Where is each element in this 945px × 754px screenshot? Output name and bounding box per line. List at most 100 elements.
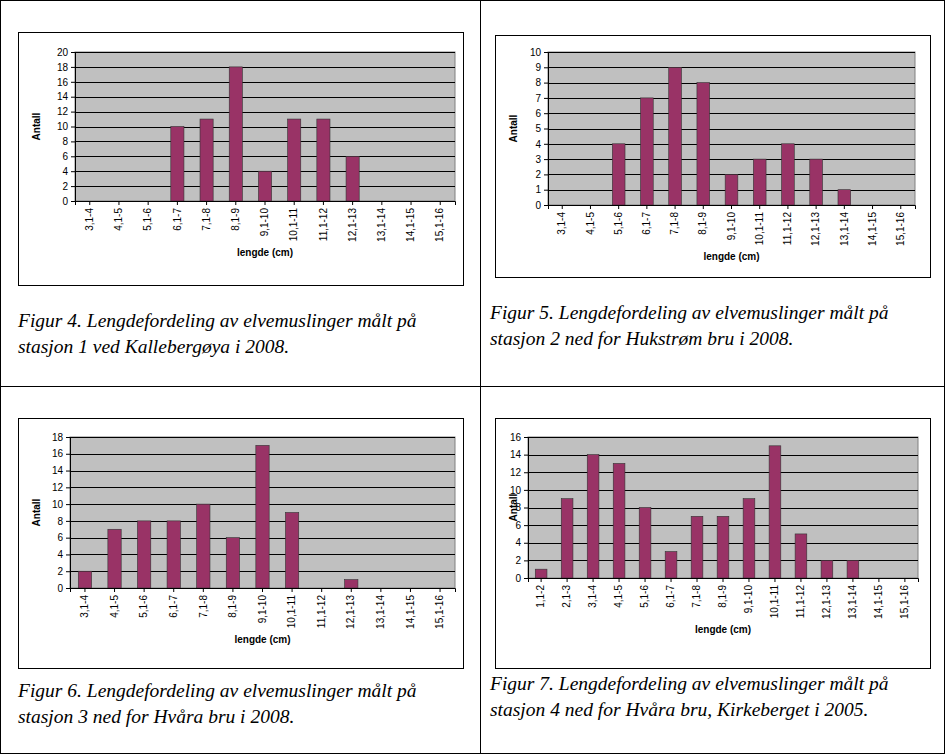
tick-label: 0	[535, 200, 541, 211]
y-tick: 18	[52, 432, 70, 443]
y-tick: 5	[535, 123, 548, 134]
tick-label: 8,1-9	[697, 212, 708, 235]
tick-label: 14,1-15	[405, 208, 416, 242]
tick-label: 14,1-15	[405, 595, 416, 629]
bar	[433, 588, 446, 589]
y-tick: 10	[52, 499, 70, 510]
y-tick: 12	[52, 482, 70, 493]
x-tick: 15,1-16	[434, 201, 445, 242]
tick-label: 3	[535, 154, 541, 165]
grid-line	[528, 455, 918, 456]
x-tick: 6,1-7	[641, 205, 652, 235]
tick-label: 8,1-9	[230, 208, 241, 231]
x-tick: 14,1-15	[867, 205, 878, 246]
tick-mark	[878, 578, 879, 582]
y-tick: 16	[510, 432, 528, 443]
bar	[167, 521, 180, 588]
bar	[78, 571, 91, 588]
grid-line	[548, 67, 915, 68]
tick-label: 0	[62, 196, 68, 207]
x-tick: 10,1-11	[754, 205, 765, 245]
grid-line	[548, 144, 915, 145]
x-tick: 11,1-12	[795, 578, 806, 618]
tick-mark	[646, 205, 647, 209]
tick-label: 8,1-9	[717, 585, 728, 608]
grid-line	[548, 83, 915, 84]
x-tick: 9,1-10	[257, 588, 268, 623]
tick-mark	[66, 437, 70, 438]
tick-mark	[618, 205, 619, 209]
x-tick: 5,1-6	[639, 578, 650, 608]
tick-label: 14	[510, 449, 522, 460]
tick-mark	[844, 205, 845, 209]
x-axis: 1,1-22,1-33,1-44,1-55,1-66,1-77,1-88,1-9…	[529, 578, 919, 619]
tick-label: 3,1-4	[84, 208, 95, 231]
tick-mark	[71, 127, 75, 128]
tick-label: 10,1-11	[754, 212, 765, 246]
tick-mark	[440, 201, 441, 205]
bar	[317, 119, 330, 201]
tick-mark	[66, 571, 70, 572]
tick-label: 14,1-15	[867, 212, 878, 246]
tick-mark	[748, 578, 749, 582]
tick-mark	[524, 508, 528, 509]
tick-label: 12,1-13	[821, 585, 832, 619]
bar	[613, 463, 625, 578]
tick-label: 6,1-7	[665, 585, 676, 608]
bar	[665, 552, 677, 578]
bar	[795, 534, 807, 578]
bar	[229, 67, 242, 201]
x-tick: 8,1-9	[717, 578, 728, 608]
tick-mark	[567, 578, 568, 582]
tick-mark	[206, 201, 207, 205]
x-tick: 3,1-4	[556, 205, 567, 235]
x-tick: 13,1-14	[839, 205, 850, 246]
tick-mark	[84, 588, 85, 592]
x-tick: 12,1-13	[347, 201, 358, 242]
x-tick: 5,1-6	[138, 588, 149, 618]
tick-label: 4,1-5	[109, 595, 120, 618]
bar	[535, 569, 547, 578]
y-tick: 4	[515, 537, 528, 548]
x-tick: 12,1-13	[821, 578, 832, 619]
y-tick: 16	[52, 448, 70, 459]
tick-mark	[800, 578, 801, 582]
tick-mark	[321, 588, 322, 592]
tick-mark	[524, 455, 528, 456]
y-tick: 14	[510, 449, 528, 460]
tick-mark	[544, 129, 548, 130]
tick-label: 10,1-11	[286, 595, 297, 629]
grid-line	[548, 129, 915, 130]
tick-label: 6,1-7	[172, 208, 183, 231]
bar	[753, 159, 766, 205]
y-tick: 10	[530, 47, 548, 58]
tick-label: 12	[510, 467, 522, 478]
tick-mark	[173, 588, 174, 592]
tick-mark	[541, 578, 542, 582]
tick-mark	[787, 205, 788, 209]
grid-line	[548, 159, 915, 160]
bar	[717, 516, 729, 578]
y-tick: 7	[535, 93, 548, 104]
tick-mark	[524, 560, 528, 561]
x-tick: 13,1-14	[376, 201, 387, 242]
figure-caption: Figur 5. Lengdefordeling av elvemuslinge…	[490, 300, 935, 352]
tick-mark	[816, 205, 817, 209]
y-axis: 02468101214161820	[57, 47, 76, 207]
tick-mark	[71, 82, 75, 83]
x-axis: 3,1-44,1-55,1-66,1-77,1-88,1-99,1-1010,1…	[76, 201, 456, 242]
tick-label: 3,1-4	[587, 585, 598, 608]
tick-mark	[759, 205, 760, 209]
bar	[345, 580, 358, 588]
tick-label: 6	[62, 151, 68, 162]
y-axis-title: Antall	[508, 114, 519, 142]
bar	[866, 205, 879, 206]
grid	[528, 438, 918, 579]
bars	[78, 445, 358, 588]
tick-label: 0	[57, 583, 63, 594]
x-tick: 9,1-10	[743, 578, 754, 613]
plot-area	[528, 437, 918, 578]
x-tick: 11,1-12	[782, 205, 793, 245]
tick-label: 16	[52, 448, 64, 459]
tick-label: 6	[535, 108, 541, 119]
